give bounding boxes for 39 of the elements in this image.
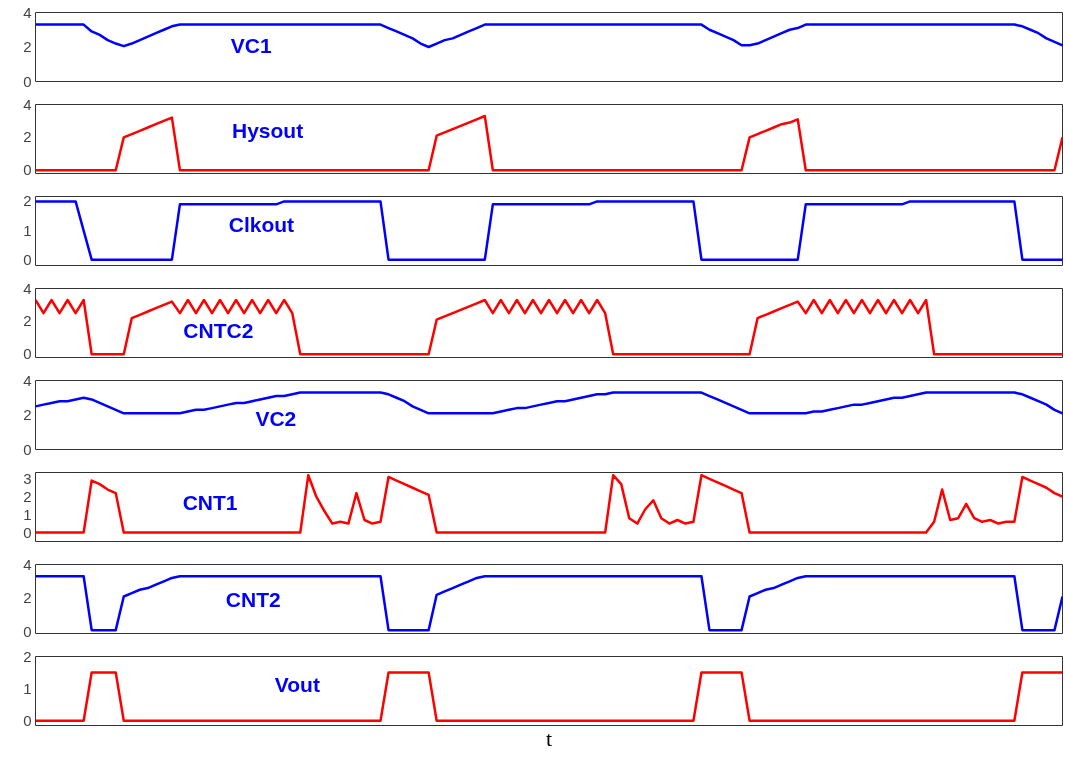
y-tick-label: 0 <box>23 72 32 90</box>
y-tick-label: 0 <box>23 711 32 729</box>
y-tick-label: 2 <box>23 312 32 330</box>
y-tick-label: 0 <box>23 440 32 458</box>
y-tick-label: 0 <box>23 161 32 179</box>
y-tick-label: 4 <box>23 555 32 573</box>
text: Vout <box>274 672 320 696</box>
line-series <box>35 200 1063 261</box>
y-tick-label: 4 <box>23 279 32 297</box>
text: CNTC2 <box>183 319 254 343</box>
y-tick-label: 4 <box>23 371 32 389</box>
y-tick-label: 2 <box>23 406 32 423</box>
y-tick-label: 2 <box>23 192 32 210</box>
y-tick-label: 1 <box>23 221 32 239</box>
line-series <box>35 114 1063 172</box>
y-tick-label: 4 <box>23 95 32 113</box>
text: VC1 <box>230 34 272 58</box>
text: CNT2 <box>225 588 281 612</box>
y-tick-label: 4 <box>23 3 32 21</box>
y-tick-label: 0 <box>23 250 32 268</box>
y-tick-label: 1 <box>23 505 32 523</box>
y-tick-label: 2 <box>23 38 32 55</box>
y-tick-label: 1 <box>23 679 32 697</box>
text: Hysout <box>232 118 304 142</box>
y-tick-label: 0 <box>23 345 32 363</box>
line-series <box>35 473 1063 534</box>
y-tick-label: 2 <box>23 647 32 665</box>
line-series <box>35 575 1063 632</box>
y-tick-label: 2 <box>23 128 32 146</box>
line-series <box>35 298 1063 356</box>
x-axis-title: t <box>545 725 553 751</box>
y-tick-label: 3 <box>23 469 32 487</box>
y-tick-label: 2 <box>23 487 32 505</box>
y-tick-label: 2 <box>23 589 32 607</box>
text: CNT1 <box>182 491 238 515</box>
y-tick-label: 0 <box>23 622 32 640</box>
y-tick-label: 0 <box>23 523 32 541</box>
text: VC2 <box>255 406 297 430</box>
text: Clkout <box>228 213 295 237</box>
